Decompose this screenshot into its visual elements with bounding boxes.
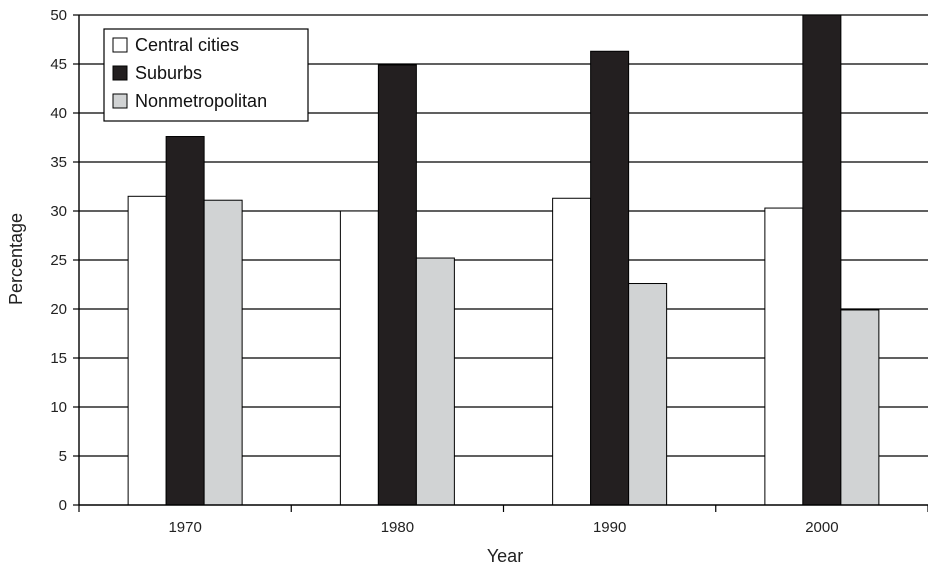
y-tick-label: 5 (59, 448, 67, 465)
y-tick-label: 15 (50, 350, 67, 367)
legend-box (103, 28, 309, 122)
bar-nonmetropolitan-1990 (628, 283, 668, 506)
y-axis-title: Percentage (6, 213, 26, 305)
legend-label-nonmetropolitan: Nonmetropolitan (135, 91, 267, 111)
y-tick-label: 25 (50, 252, 67, 269)
bar-central-cities-1970 (127, 195, 167, 506)
bar-suburbs-1970 (165, 136, 205, 506)
y-tick-label: 30 (50, 203, 67, 220)
legend-swatch-suburbs (112, 65, 128, 81)
bar-suburbs-1980 (377, 64, 417, 506)
y-tick-label: 10 (50, 399, 67, 416)
bar-central-cities-1980 (339, 210, 379, 506)
tick-labels: 0 5 10 15 20 25 30 35 40 45 50 1970 1980 1990 2000 (50, 7, 838, 536)
y-tick-label: 20 (50, 301, 67, 318)
y-tick-label: 40 (50, 105, 67, 122)
x-tick-label: 1970 (168, 519, 201, 536)
x-tick-label: 1980 (381, 519, 414, 536)
x-tick-label: 2000 (805, 519, 838, 536)
x-tick-label: 1990 (593, 519, 626, 536)
legend: Central cities Suburbs Nonmetropolitan (103, 28, 309, 122)
bar-nonmetropolitan-2000 (840, 309, 880, 506)
y-tick-label: 45 (50, 56, 67, 73)
bar-suburbs-1990 (590, 50, 630, 506)
bar-central-cities-2000 (764, 207, 804, 506)
legend-label-suburbs: Suburbs (135, 63, 202, 83)
legend-swatch-central-cities (112, 37, 128, 53)
y-tick-label: 0 (59, 497, 67, 514)
bar-suburbs-2000 (802, 14, 842, 506)
x-axis-title: Year (487, 546, 523, 566)
bar-nonmetropolitan-1980 (415, 257, 455, 506)
axes (73, 14, 928, 512)
bar-nonmetropolitan-1970 (203, 199, 243, 506)
bar-central-cities-1990 (552, 197, 592, 506)
legend-label-central-cities: Central cities (135, 35, 239, 55)
y-tick-label: 35 (50, 154, 67, 171)
y-tick-label: 50 (50, 7, 67, 24)
legend-swatch-nonmetropolitan (112, 93, 128, 109)
